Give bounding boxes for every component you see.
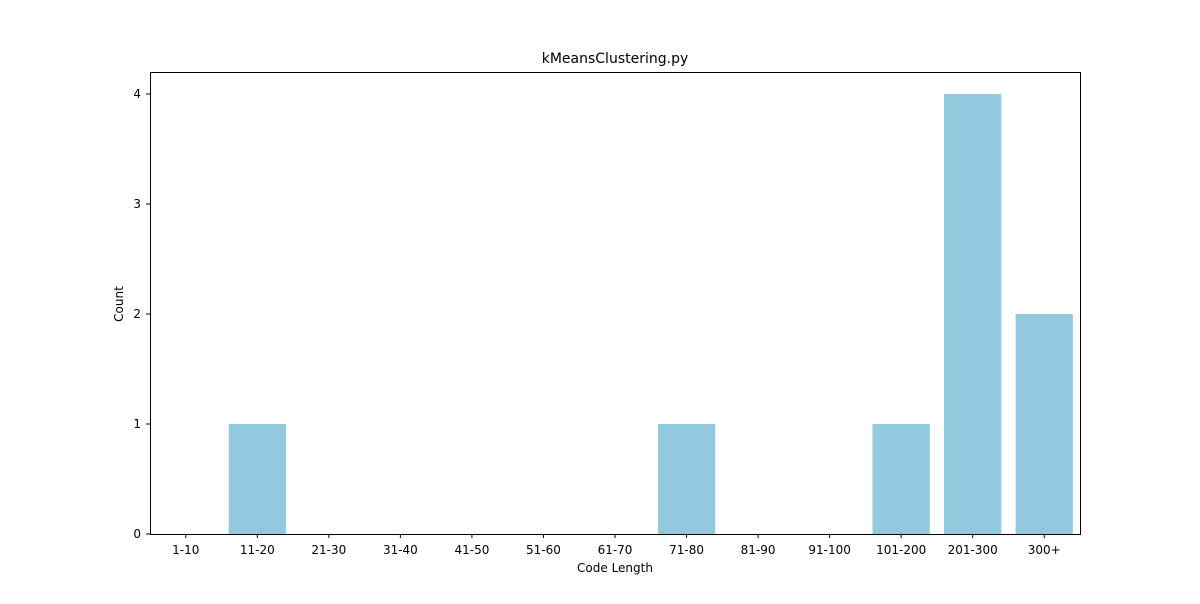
x-tick-label: 51-60 <box>526 543 561 557</box>
x-tick-label: 201-300 <box>948 543 998 557</box>
bar-101-200 <box>872 424 930 534</box>
x-tick-label: 11-20 <box>240 543 275 557</box>
x-tick-label: 81-90 <box>741 543 776 557</box>
x-axis: 1-10 11-20 21-30 31-40 41-50 51-60 61-70 71-80 8… <box>172 534 1061 557</box>
chart-title: kMeansClustering.py <box>542 51 689 67</box>
y-tick-label: 3 <box>133 197 141 211</box>
plot-frame <box>150 72 1081 535</box>
bars-group <box>228 94 1073 534</box>
x-tick-label: 41-50 <box>454 543 489 557</box>
bar-201-300 <box>944 94 1002 534</box>
x-tick-label: 101-200 <box>876 543 926 557</box>
y-axis-label: Count <box>112 286 126 322</box>
x-axis-label: Code Length <box>577 561 653 575</box>
y-tick-label: 0 <box>133 527 141 541</box>
y-tick-label: 4 <box>133 87 141 101</box>
x-tick-label: 71-80 <box>669 543 704 557</box>
x-tick-label: 21-30 <box>311 543 346 557</box>
x-tick-label: 300+ <box>1028 543 1061 557</box>
y-tick-label: 1 <box>133 417 141 431</box>
y-axis: 0 1 2 3 4 <box>133 87 150 541</box>
bar-300+ <box>1015 314 1073 534</box>
x-tick-label: 1-10 <box>172 543 199 557</box>
y-tick-label: 2 <box>133 307 141 321</box>
bar-71-80 <box>657 424 716 534</box>
x-tick-label: 61-70 <box>598 543 633 557</box>
x-tick-label: 91-100 <box>808 543 851 557</box>
x-tick-label: 31-40 <box>383 543 418 557</box>
bar-11-20 <box>228 424 286 534</box>
